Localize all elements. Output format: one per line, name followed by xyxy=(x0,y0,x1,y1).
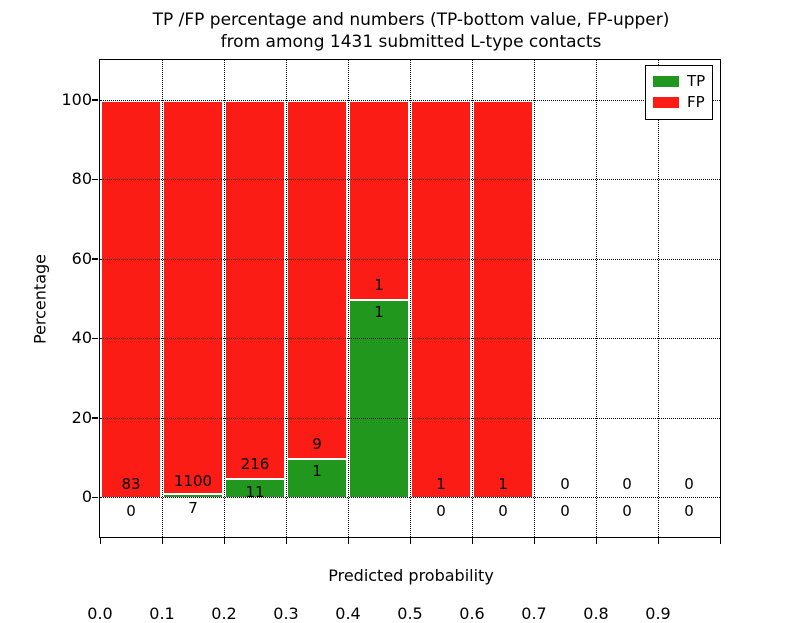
x-gridline xyxy=(534,60,535,537)
x-gridline xyxy=(224,60,225,537)
tp-count-label: 0 xyxy=(560,501,570,520)
tp-count-label: 0 xyxy=(126,501,136,520)
x-gridline xyxy=(162,60,163,537)
x-tick-mark xyxy=(719,538,721,544)
x-tick-mark xyxy=(285,538,287,544)
fp-count-label: 216 xyxy=(240,455,270,474)
y-gridline xyxy=(100,179,720,181)
tp-legend-label: TP xyxy=(687,72,706,90)
x-tick-mark xyxy=(657,538,659,544)
fp-legend-swatch xyxy=(653,97,679,108)
fp-count-label: 0 xyxy=(622,474,632,493)
tp-count-label: 0 xyxy=(436,501,446,520)
fp-count-label: 1100 xyxy=(173,472,213,491)
tp-count-label: 11 xyxy=(245,482,265,501)
y-tick-mark xyxy=(92,496,98,498)
y-gridline xyxy=(100,338,720,340)
y-tick-mark xyxy=(92,337,98,339)
y-tick-mark xyxy=(92,99,98,101)
fp-bar xyxy=(410,99,472,498)
x-tick-mark xyxy=(471,538,473,544)
x-gridline xyxy=(596,60,597,537)
legend-item: FP xyxy=(653,92,705,113)
fp-count-label: 1 xyxy=(374,275,384,294)
plot-area: 0.0 0.1 0.2 0.3 0.4 0.5 0.6 0.7 0.8 0.9 0 20 40 60 80 1… xyxy=(61,59,721,623)
x-tick-label: 0.9 xyxy=(645,604,671,623)
fp-count-label: 83 xyxy=(121,474,141,493)
x-gridline xyxy=(410,60,411,537)
x-tick-mark xyxy=(409,538,411,544)
x-tick-label: 0.0 xyxy=(87,604,113,623)
tp-bar xyxy=(224,477,286,498)
x-tick-label: 0.3 xyxy=(273,604,299,623)
x-tick-mark xyxy=(223,538,225,544)
figure: TP /FP percentage and numbers (TP-bottom… xyxy=(31,9,721,623)
fp-bar xyxy=(224,99,286,498)
y-tick-label: 40 xyxy=(71,328,92,348)
fp-bar xyxy=(100,99,162,498)
x-tick-mark xyxy=(595,538,597,544)
x-tick-mark xyxy=(533,538,535,544)
x-tick-mark xyxy=(347,538,349,544)
fp-count-label: 0 xyxy=(560,474,570,493)
tp-count-label: 1 xyxy=(312,462,322,480)
x-gridline xyxy=(348,60,349,537)
y-tick-label: 0 xyxy=(81,487,92,507)
x-tick-label: 0.1 xyxy=(149,604,175,623)
y-tick-label: 80 xyxy=(71,169,92,189)
y-gridline xyxy=(100,417,720,419)
x-gridline xyxy=(472,60,473,537)
legend: TP FP xyxy=(645,65,713,120)
chart-title-line1: TP /FP percentage and numbers (TP-bottom… xyxy=(152,10,670,30)
x-tick-label: 0.5 xyxy=(397,604,423,623)
y-tick-mark xyxy=(92,417,98,419)
tp-bar xyxy=(286,457,348,498)
x-gridline xyxy=(286,60,287,537)
y-tick-label: 60 xyxy=(71,248,92,268)
fp-count-label: 0 xyxy=(684,474,694,493)
x-axis-label: Predicted probability xyxy=(328,566,494,585)
tp-count-label: 7 xyxy=(188,499,198,518)
y-tick-label: 20 xyxy=(71,407,92,427)
y-gridline xyxy=(100,258,720,260)
x-tick-label: 0.8 xyxy=(583,604,609,623)
fp-count-label: 1 xyxy=(436,474,446,493)
chart-title: TP /FP percentage and numbers (TP-bottom… xyxy=(101,9,721,53)
x-tick-mark xyxy=(99,538,101,544)
fp-count-label: 1 xyxy=(498,474,508,493)
y-tick-mark xyxy=(92,258,98,260)
x-tick-label: 0.7 xyxy=(521,604,547,623)
x-tick-label: 0.2 xyxy=(211,604,237,623)
tp-bar xyxy=(348,298,410,498)
fp-legend-label: FP xyxy=(687,93,705,111)
y-gridline xyxy=(100,99,720,101)
chart-title-line2: from among 1431 submitted L-type contact… xyxy=(220,32,602,52)
legend-item: TP xyxy=(653,71,705,92)
tp-count-label: 1 xyxy=(374,303,384,321)
y-tick-mark xyxy=(92,178,98,180)
tp-legend-swatch xyxy=(653,76,679,87)
y-tick-label: 100 xyxy=(61,89,92,109)
tp-count-label: 0 xyxy=(684,501,694,520)
y-gridline xyxy=(100,497,720,499)
fp-bar xyxy=(162,99,224,498)
x-tick-label: 0.6 xyxy=(459,604,485,623)
tp-count-label: 0 xyxy=(622,501,632,520)
x-gridline xyxy=(658,60,659,537)
x-tick-mark xyxy=(161,538,163,544)
tp-bar xyxy=(162,493,224,498)
x-tick-label: 0.4 xyxy=(335,604,361,623)
fp-bar xyxy=(472,99,534,498)
tp-count-label: 0 xyxy=(498,501,508,520)
fp-count-label: 9 xyxy=(312,434,322,453)
